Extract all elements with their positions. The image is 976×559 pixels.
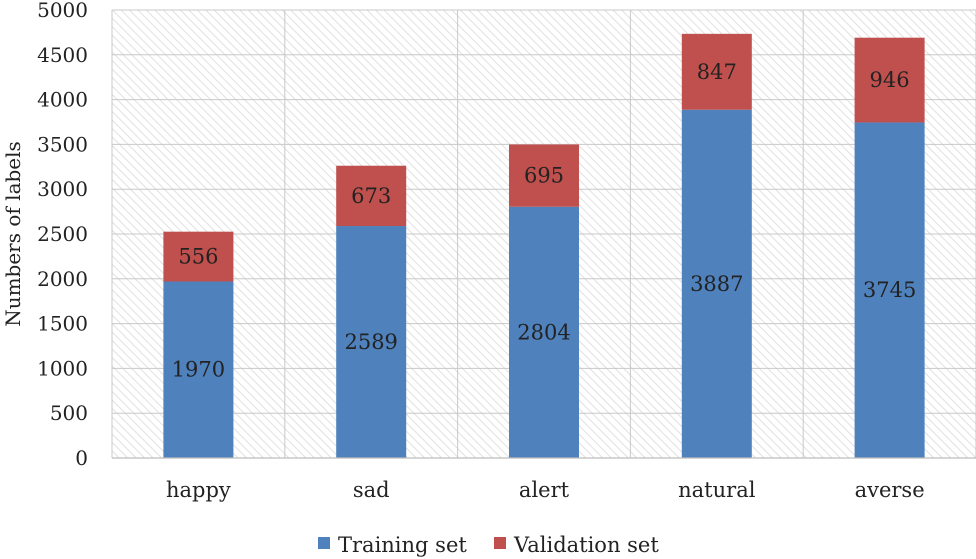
legend-swatch <box>494 537 506 549</box>
x-tick-label: sad <box>353 478 390 502</box>
y-tick-label: 3000 <box>37 177 88 201</box>
data-label: 3745 <box>863 278 916 302</box>
data-label: 1970 <box>172 358 225 382</box>
data-label: 2804 <box>517 320 570 344</box>
bar-segment <box>854 37 925 123</box>
legend: Training set Validation set <box>318 533 659 557</box>
bar-segment <box>509 206 579 458</box>
data-label: 946 <box>870 68 910 92</box>
y-tick-label: 5000 <box>37 0 88 22</box>
y-tick-label: 4000 <box>37 88 88 112</box>
y-tick-label: 1000 <box>37 356 88 380</box>
bar-segment <box>163 281 234 458</box>
y-tick-label: 2500 <box>37 222 88 246</box>
legend-label: Training set <box>338 533 467 557</box>
x-tick-label: alert <box>519 478 570 502</box>
y-tick-label: 0 <box>75 446 88 470</box>
y-tick-label: 500 <box>50 401 88 425</box>
y-axis-title: Numbers of labels <box>1 141 25 327</box>
legend-label: Validation set <box>513 533 659 557</box>
bars: 1970 556 2589 673 2804 695 3887 847 3745 946 <box>163 33 925 459</box>
x-tick-label: averse <box>855 478 925 502</box>
x-tick-label: happy <box>166 478 231 502</box>
y-tick-label: 2000 <box>37 267 88 291</box>
bar-segment <box>163 231 234 282</box>
y-tick-label: 3500 <box>37 132 88 156</box>
data-label: 2589 <box>344 330 397 354</box>
legend-swatch <box>318 537 330 549</box>
bar-segment <box>336 226 407 458</box>
bar-segment <box>509 144 579 207</box>
data-label: 3887 <box>690 272 743 296</box>
y-tick-label: 1500 <box>37 312 88 336</box>
x-axis-labels: happy sad alert natural averse <box>166 478 925 502</box>
x-tick-label: natural <box>678 478 756 502</box>
y-tick-label: 4500 <box>37 43 88 67</box>
data-label: 556 <box>178 245 218 269</box>
data-label: 695 <box>524 164 564 188</box>
y-axis-ticks: 0 500 1000 1500 2000 2500 3000 3500 4000 4500 5000 <box>37 0 88 470</box>
bar-segment <box>336 165 407 227</box>
data-label: 673 <box>351 184 391 208</box>
bar-segment <box>854 122 925 458</box>
bar-segment <box>681 33 752 110</box>
data-label: 847 <box>697 60 737 84</box>
bar-segment <box>681 109 752 459</box>
